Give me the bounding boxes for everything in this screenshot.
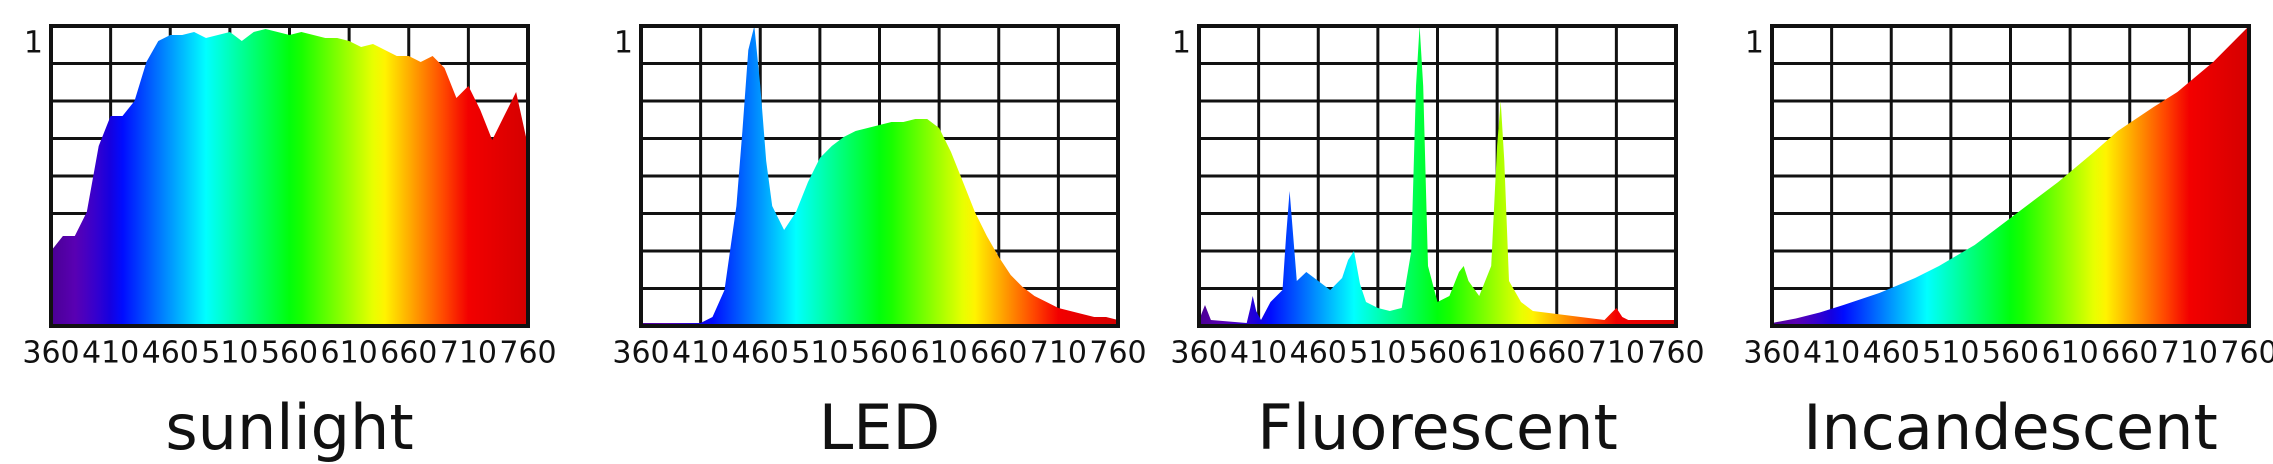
x-tick-label: 610: [320, 336, 377, 371]
x-tick-label: 360: [612, 336, 669, 371]
x-tick-label: 560: [1409, 336, 1466, 371]
chart-title: Incandescent: [1803, 391, 2218, 464]
plot-frame: [639, 24, 1120, 328]
x-tick-label: 510: [1922, 336, 1979, 371]
x-tick-label: 460: [732, 336, 789, 371]
x-tick-label: 360: [22, 336, 79, 371]
x-tick-label: 710: [1588, 336, 1645, 371]
x-tick-label: 460: [1863, 336, 1920, 371]
chart-title: sunlight: [165, 391, 413, 464]
x-tick-label: 410: [1230, 336, 1287, 371]
x-tick-label: 760: [2220, 336, 2273, 371]
x-tick-label: 710: [1030, 336, 1087, 371]
x-tick-label: 660: [970, 336, 1027, 371]
y-tick-label: 1: [24, 26, 43, 61]
x-tick-label: 360: [1170, 336, 1227, 371]
y-tick-label: 1: [1172, 26, 1191, 61]
x-tick-label: 510: [201, 336, 258, 371]
x-tick-label: 560: [1982, 336, 2039, 371]
x-tick-label: 360: [1743, 336, 1800, 371]
x-tick-label: 710: [440, 336, 497, 371]
x-tick-label: 510: [791, 336, 848, 371]
x-tick-label: 760: [1089, 336, 1146, 371]
x-tick-label: 560: [261, 336, 318, 371]
y-tick-label: 1: [614, 26, 633, 61]
x-tick-label: 410: [1803, 336, 1860, 371]
x-tick-label: 610: [910, 336, 967, 371]
x-tick-label: 460: [142, 336, 199, 371]
x-tick-label: 460: [1290, 336, 1347, 371]
x-tick-label: 660: [1528, 336, 1585, 371]
x-tick-label: 510: [1349, 336, 1406, 371]
chart-title: Fluorescent: [1257, 391, 1618, 464]
spectrum-area: [51, 29, 528, 326]
x-tick-label: 760: [1647, 336, 1704, 371]
x-tick-label: 660: [380, 336, 437, 371]
plot-frame: [1197, 24, 1678, 328]
spectrum-area: [1772, 26, 2249, 326]
plot-frame: [1770, 24, 2251, 328]
x-tick-label: 660: [2101, 336, 2158, 371]
x-tick-label: 760: [499, 336, 556, 371]
x-tick-label: 610: [1468, 336, 1525, 371]
x-tick-label: 560: [851, 336, 908, 371]
x-tick-label: 610: [2041, 336, 2098, 371]
chart-title: LED: [819, 391, 940, 464]
x-tick-label: 710: [2161, 336, 2218, 371]
plot-frame: [49, 24, 530, 328]
spectrum-area: [641, 26, 1118, 326]
x-tick-label: 410: [672, 336, 729, 371]
y-tick-label: 1: [1745, 26, 1764, 61]
x-tick-label: 410: [82, 336, 139, 371]
